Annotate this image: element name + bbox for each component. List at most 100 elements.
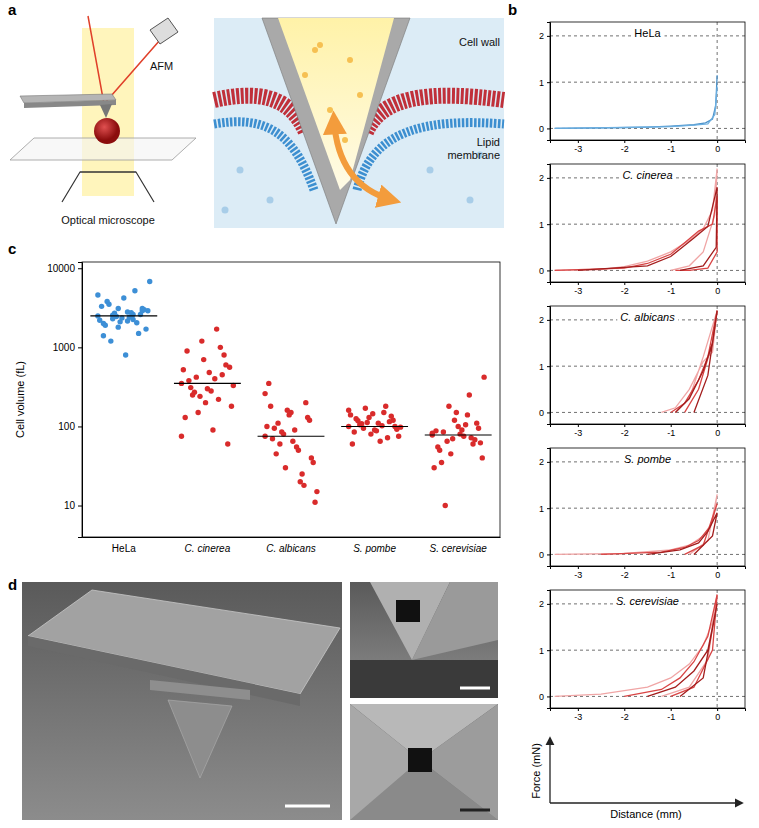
axis-line [547, 165, 551, 283]
data-point [116, 324, 121, 329]
marks [90, 279, 491, 508]
data-point [396, 434, 401, 439]
axis-line [83, 537, 501, 538]
tick-mark [578, 566, 579, 569]
tick-mark [547, 178, 550, 179]
data-point [368, 431, 373, 436]
scale-bar [285, 805, 330, 808]
title-patch [613, 594, 682, 608]
data-point [467, 392, 472, 397]
panel-label: d [8, 576, 17, 593]
tick-label: 2 [539, 31, 544, 41]
data-point [264, 424, 269, 429]
data-point [229, 404, 234, 409]
aperture [408, 748, 432, 772]
tick: -2 [621, 282, 629, 296]
title-patch [617, 310, 678, 324]
axis: -3-2-10 [551, 140, 746, 154]
tick-label: -2 [621, 144, 629, 154]
force-curve [661, 311, 717, 413]
molecule [312, 47, 318, 53]
data-point [197, 394, 202, 399]
aperture [396, 600, 420, 622]
tick-mark [717, 424, 718, 427]
marks [555, 595, 718, 697]
title-patch [621, 452, 674, 466]
marks [555, 494, 718, 554]
tick: -1 [667, 708, 675, 722]
tick: 100 [58, 421, 82, 432]
tick-label: -3 [574, 570, 582, 580]
tick-mark [578, 424, 579, 427]
data-point [314, 489, 319, 494]
tick: 0 [539, 124, 550, 134]
objective-edge [80, 172, 136, 173]
data-point [352, 429, 357, 434]
axis: -3-2-10 [551, 282, 746, 296]
molecule [267, 197, 274, 204]
tick-mark [717, 282, 718, 285]
data-point [387, 419, 392, 424]
tick-label: -1 [667, 144, 675, 154]
tick: 0 [539, 692, 550, 702]
tick: 0 [715, 708, 720, 722]
data-point [130, 317, 135, 322]
force-curve [648, 513, 718, 555]
tick-label: 0 [715, 144, 720, 154]
force-plot: -3-2-10012S. cerevisiae [539, 590, 746, 722]
data-point [350, 441, 355, 446]
tick-mark [717, 566, 718, 569]
tick-label: 10000 [47, 263, 75, 274]
grid-line [717, 306, 718, 424]
tick-mark [547, 36, 550, 37]
figure: abcdAFMOptical microscopeCell wallLipidm… [0, 0, 759, 828]
grid-line [550, 366, 745, 367]
tick: 1 [539, 504, 550, 514]
tick-mark [547, 82, 550, 83]
tick: HeLa [112, 537, 136, 554]
force-plot: -3-2-10012HeLa [539, 22, 746, 154]
zoom-bg [214, 18, 504, 228]
data-point [275, 420, 280, 425]
data-point [110, 312, 115, 317]
tick-label: 0 [715, 712, 720, 722]
tip-side [412, 582, 498, 660]
plot-title: C. albicans [620, 311, 675, 323]
data-point [216, 397, 221, 402]
tick: -3 [574, 282, 582, 296]
data-point [266, 381, 271, 386]
frame [550, 164, 745, 282]
force-curve [555, 169, 718, 271]
tick-label: -1 [667, 428, 675, 438]
tick: -1 [667, 566, 675, 580]
axis-line [547, 307, 551, 425]
data-point [207, 370, 212, 375]
tick-label: 1 [539, 646, 544, 656]
tick-mark [78, 268, 82, 269]
tick-label: 0 [539, 266, 544, 276]
tick: 1000 [53, 342, 82, 353]
afm-tip [100, 104, 112, 118]
data-point [103, 323, 108, 328]
tick: 0 [715, 140, 720, 154]
tick-mark [547, 320, 550, 321]
grid-line [550, 412, 745, 413]
tick: 2 [539, 173, 550, 183]
label: Lipidmembrane [447, 136, 500, 161]
tick-label: 100 [58, 421, 75, 432]
data-point [272, 426, 277, 431]
tick-label: 0 [715, 286, 720, 296]
tick: 10 [64, 500, 82, 511]
force-curve [624, 595, 717, 697]
data-point [220, 372, 225, 377]
frame [550, 22, 745, 140]
data-point [104, 299, 109, 304]
data-point [385, 435, 390, 440]
tick-label: 1 [539, 504, 544, 514]
tick-mark [547, 128, 550, 129]
tick-label: 0 [715, 570, 720, 580]
tick: 2 [539, 599, 550, 609]
plot-title: S. pombe [624, 453, 671, 465]
axis-line [547, 23, 551, 141]
data-point [299, 471, 304, 476]
